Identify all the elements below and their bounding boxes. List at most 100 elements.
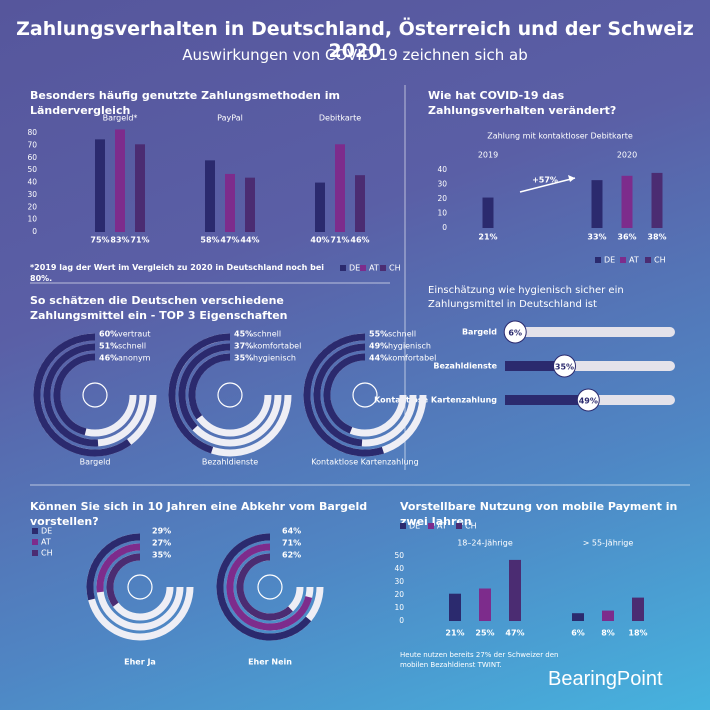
data-label: 47%	[505, 629, 524, 638]
arrow-head	[568, 175, 575, 182]
data-label: 35%	[234, 354, 253, 363]
y-tick-label: 40	[27, 178, 37, 187]
legend-label: DE	[349, 264, 360, 273]
chart-title: Einschätzung wie hygienisch sicher ein Z…	[428, 285, 624, 310]
bar	[509, 559, 521, 621]
ring-arc	[168, 333, 231, 454]
ring-arc	[303, 333, 384, 457]
footnote: Heute nutzen bereits 27% der Schweizer d…	[400, 651, 559, 669]
x-tick-label: PayPal	[217, 114, 243, 123]
data-label: 60%	[99, 330, 118, 339]
bar	[225, 173, 235, 232]
y-tick-label: 40	[394, 564, 404, 573]
legend-swatch	[620, 257, 626, 263]
bar-knob	[503, 320, 527, 344]
data-label: 49%	[369, 342, 388, 351]
data-label: 46%	[99, 354, 118, 363]
data-label: 21%	[478, 233, 497, 242]
bar	[135, 144, 145, 232]
data-label: 29%	[152, 527, 171, 536]
y-tick-label: 30	[394, 577, 404, 586]
legend-label: DE	[604, 256, 615, 265]
y-tick-label: 10	[394, 603, 404, 612]
legend-label: DE	[409, 522, 420, 531]
icon	[82, 382, 108, 408]
data-label: 71%	[330, 236, 349, 245]
legend-label: CH	[654, 256, 666, 265]
legend-swatch	[340, 265, 346, 271]
y-tick-label: 10	[27, 215, 37, 224]
bar	[621, 175, 633, 228]
data-label: 18%	[628, 629, 647, 638]
bar-knob	[553, 354, 576, 378]
chart-title: Besonders häufig genutzte Zahlungsmethod…	[30, 89, 340, 117]
legend-swatch	[400, 523, 406, 529]
data-label: 64%	[282, 527, 301, 536]
bar	[505, 361, 565, 371]
data-label-name: schnell	[388, 330, 416, 339]
x-tick-label: 2020	[617, 151, 637, 160]
data-label: 35%	[152, 551, 171, 560]
data-label: 38%	[647, 233, 666, 242]
data-label-name: komfortabel	[388, 354, 436, 363]
bar	[651, 172, 663, 228]
arrow	[519, 177, 576, 193]
y-tick-label: 0	[32, 227, 37, 236]
chart-subtitle: Zahlung mit kontaktloser Debitkarte	[487, 132, 633, 141]
x-tick-label: 18–24-Jährige	[457, 539, 513, 548]
y-tick-label: 20	[27, 202, 37, 211]
data-label: 36%	[617, 233, 636, 242]
ring-arc	[96, 543, 141, 593]
data-label: 71%	[282, 539, 301, 548]
data-label: 33%	[587, 233, 606, 242]
ring-arc	[236, 553, 293, 621]
ring-arc	[216, 533, 312, 641]
bar	[572, 613, 584, 621]
data-label-name: vertraut	[118, 330, 150, 339]
data-label: 6%	[571, 629, 585, 638]
legend-swatch	[456, 523, 462, 529]
data-label-name: hygienisch	[388, 342, 431, 351]
x-tick-label: Debitkarte	[319, 114, 361, 123]
bar-knob	[576, 388, 600, 412]
data-label: 47%	[220, 236, 239, 245]
data-label: 62%	[282, 551, 301, 560]
bar	[505, 395, 589, 405]
y-tick-label: 0	[442, 223, 447, 232]
group-label: Eher Ja	[124, 658, 156, 667]
x-tick-label: Bargeld*	[103, 114, 138, 123]
data-label: 49%	[579, 397, 598, 406]
ring-arc	[323, 353, 366, 434]
data-label: 25%	[475, 629, 494, 638]
data-label: 45%	[234, 330, 253, 339]
x-tick-label: > 55-Jährige	[583, 539, 634, 548]
ring-arc	[313, 343, 366, 447]
icon	[127, 574, 153, 600]
chart-title: So schätzen die Deutschen verschiedene Z…	[30, 294, 288, 322]
ring-arc	[226, 543, 313, 631]
data-label: 44%	[369, 354, 388, 363]
bar	[205, 160, 215, 232]
data-label: 40%	[310, 236, 329, 245]
legend-label: CH	[41, 549, 53, 558]
data-label: 58%	[200, 236, 219, 245]
bar	[479, 588, 491, 621]
page-subtitle: Auswirkungen von COVID-19 zeichnen sich …	[182, 46, 528, 64]
category-label: Kontaktlose Kartenzahlung	[374, 396, 497, 405]
ring-arc	[43, 343, 99, 447]
data-label-name: hygienisch	[253, 354, 296, 363]
y-tick-label: 10	[437, 209, 447, 218]
category-label: Bezahldienste	[433, 362, 497, 371]
data-label: 8%	[601, 629, 615, 638]
bar	[355, 175, 365, 232]
data-label: 51%	[99, 342, 118, 351]
bar	[632, 597, 644, 621]
data-label: 71%	[130, 236, 149, 245]
y-tick-label: 30	[27, 190, 37, 199]
y-tick-label: 20	[437, 194, 447, 203]
y-tick-label: 0	[399, 616, 404, 625]
data-label: 44%	[240, 236, 259, 245]
y-tick-label: 70	[27, 141, 37, 150]
